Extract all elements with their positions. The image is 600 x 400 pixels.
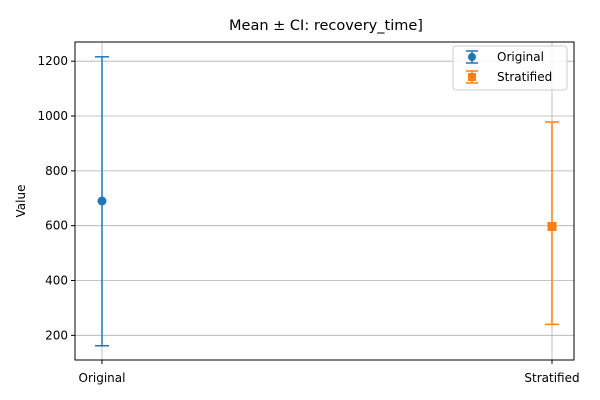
mean-marker [97, 196, 107, 206]
mean-marker [547, 221, 557, 231]
y-axis-label: Value [14, 185, 28, 218]
legend: Original Stratified [452, 45, 568, 91]
legend-label: Original [497, 50, 544, 64]
plot-frame [74, 41, 575, 361]
x-tick-label: Stratified [524, 371, 579, 385]
y-tick-label: 1000 [37, 109, 68, 123]
y-tick-label: 200 [45, 328, 68, 342]
y-tick-label: 1200 [37, 54, 68, 68]
legend-box [452, 45, 568, 91]
series-stratified [545, 121, 559, 326]
legend-marker [468, 73, 476, 81]
y-tick-label: 400 [45, 274, 68, 288]
legend-item: Original [466, 50, 544, 64]
x-axis-ticks: Original Stratified [79, 360, 580, 385]
x-tick-label: Original [79, 371, 126, 385]
legend-marker [468, 53, 476, 61]
legend-item: Stratified [466, 70, 552, 84]
series-layer [95, 56, 559, 347]
legend-label: Stratified [497, 70, 552, 84]
y-axis-ticks: 200 400 600 800 1000 1200 [37, 54, 75, 342]
series-original [95, 56, 109, 347]
y-tick-label: 600 [45, 219, 68, 233]
chart-title: Mean ± CI: recovery_time] [229, 18, 423, 34]
y-tick-label: 800 [45, 164, 68, 178]
